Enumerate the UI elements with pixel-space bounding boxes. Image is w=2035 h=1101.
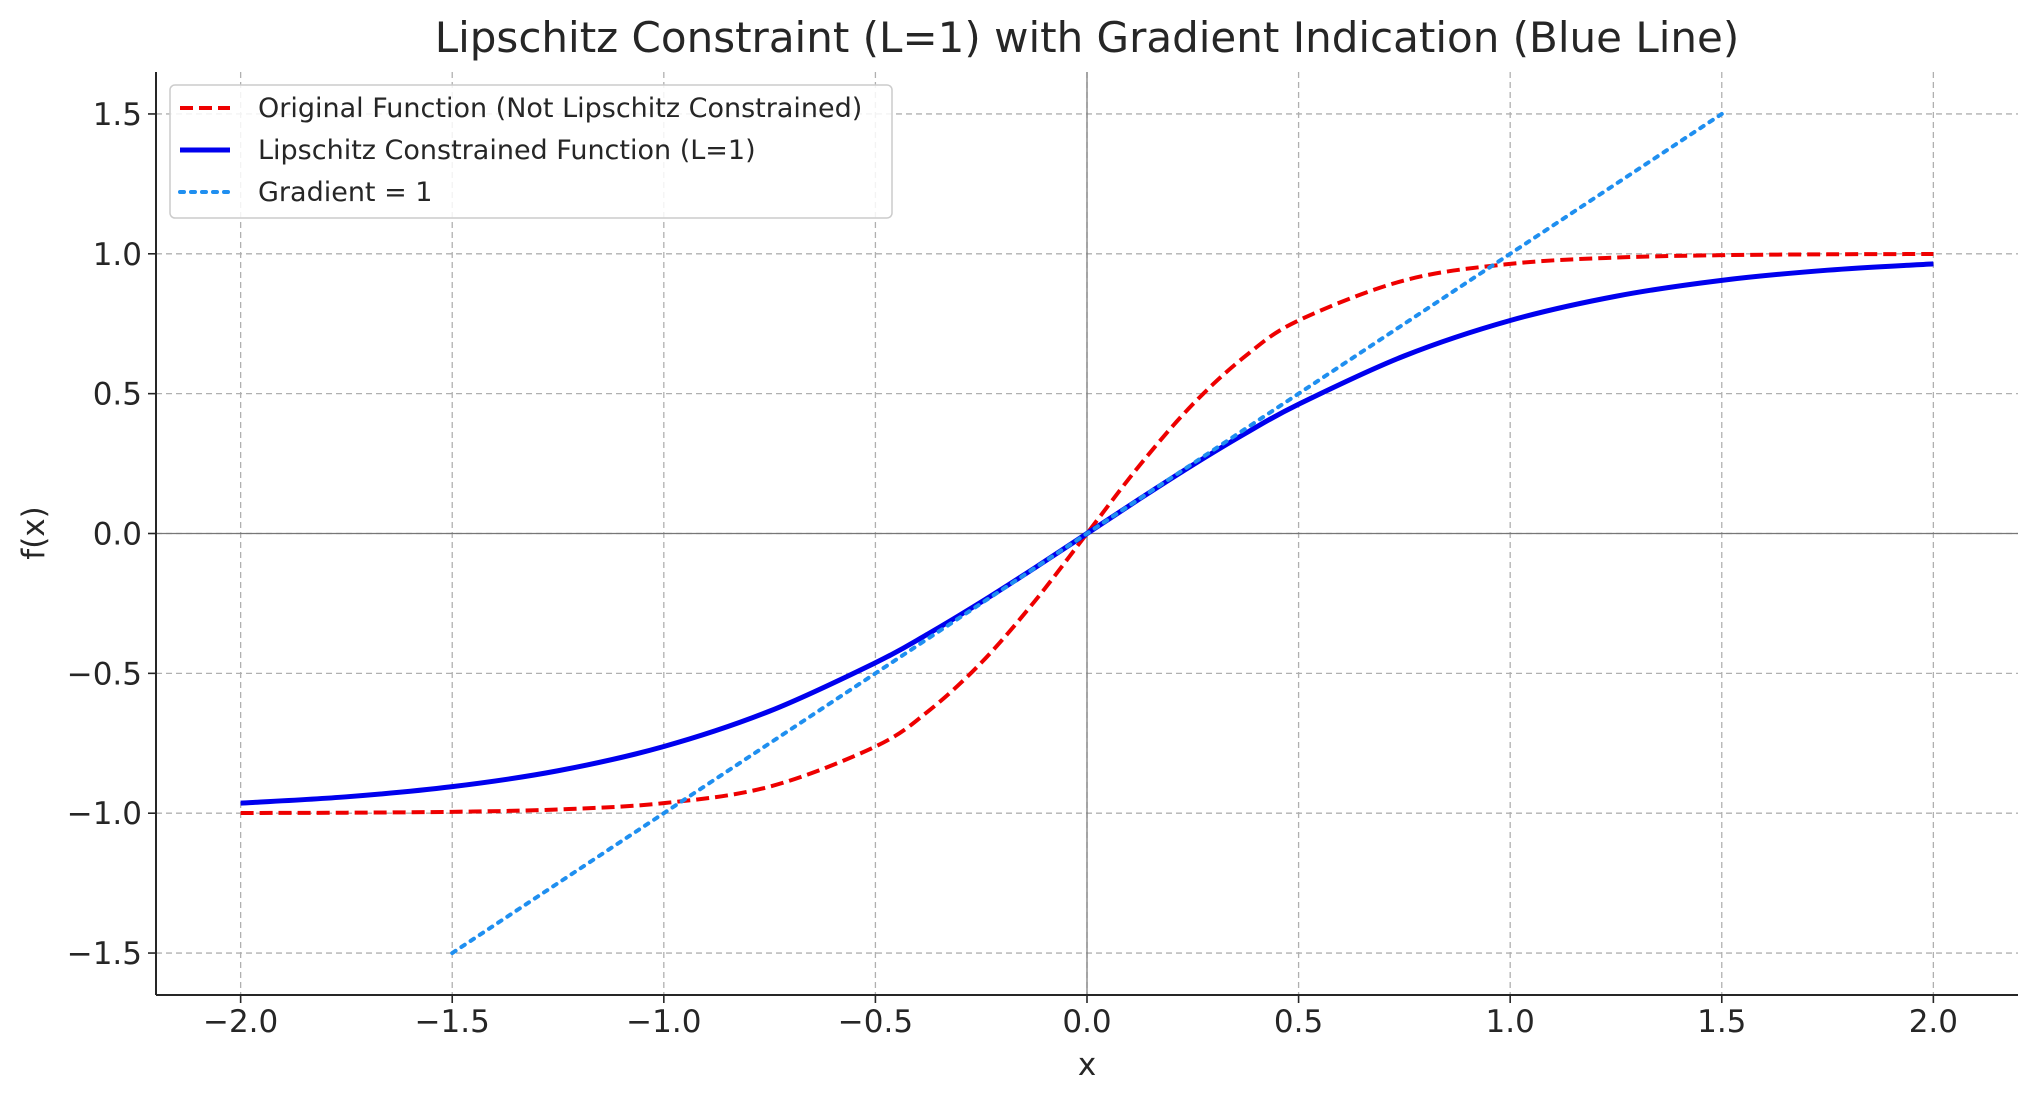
y-tick-label: −1.0 (67, 796, 142, 832)
x-tick-label: 0.5 (1274, 1004, 1323, 1040)
axes (148, 72, 2018, 1003)
y-tick-label: 0.5 (93, 377, 142, 413)
y-tick-label: −0.5 (67, 656, 142, 692)
legend-entry: Lipschitz Constrained Function (L=1) (258, 135, 756, 166)
x-tick-label: 1.5 (1697, 1004, 1746, 1040)
series-lines (240, 111, 1934, 956)
x-tick-label: −0.5 (838, 1004, 913, 1040)
x-tick-label: 2.0 (1909, 1004, 1958, 1040)
series-line-1 (240, 251, 1934, 816)
x-tick-label: −2.0 (203, 1004, 278, 1040)
x-axis-label: x (1078, 1047, 1096, 1083)
y-axis-label: f(x) (16, 506, 52, 559)
y-tick-label: 1.0 (93, 237, 142, 273)
legend-entry: Original Function (Not Lipschitz Constra… (258, 93, 862, 124)
chart-title: Lipschitz Constraint (L=1) with Gradient… (435, 13, 1740, 62)
series-line-3 (450, 111, 1724, 956)
x-tick-label: −1.5 (415, 1004, 490, 1040)
x-tick-label: 0.0 (1062, 1004, 1111, 1040)
x-tick-label: 1.0 (1486, 1004, 1535, 1040)
x-tick-label: −1.0 (626, 1004, 701, 1040)
legend-box (169, 84, 893, 219)
tick-labels: −2.0 −1.5 −1.0 −0.5 0.0 0.5 1.0 1.5 2.0 −1.5 −1.0 −… (67, 97, 1958, 1040)
legend-entry: Gradient = 1 (258, 177, 433, 208)
legend: Original Function (Not Lipschitz Constra… (169, 84, 893, 219)
y-tick-label: −1.5 (67, 936, 142, 972)
y-tick-label: 0.0 (93, 517, 142, 553)
y-tick-label: 1.5 (93, 97, 142, 133)
